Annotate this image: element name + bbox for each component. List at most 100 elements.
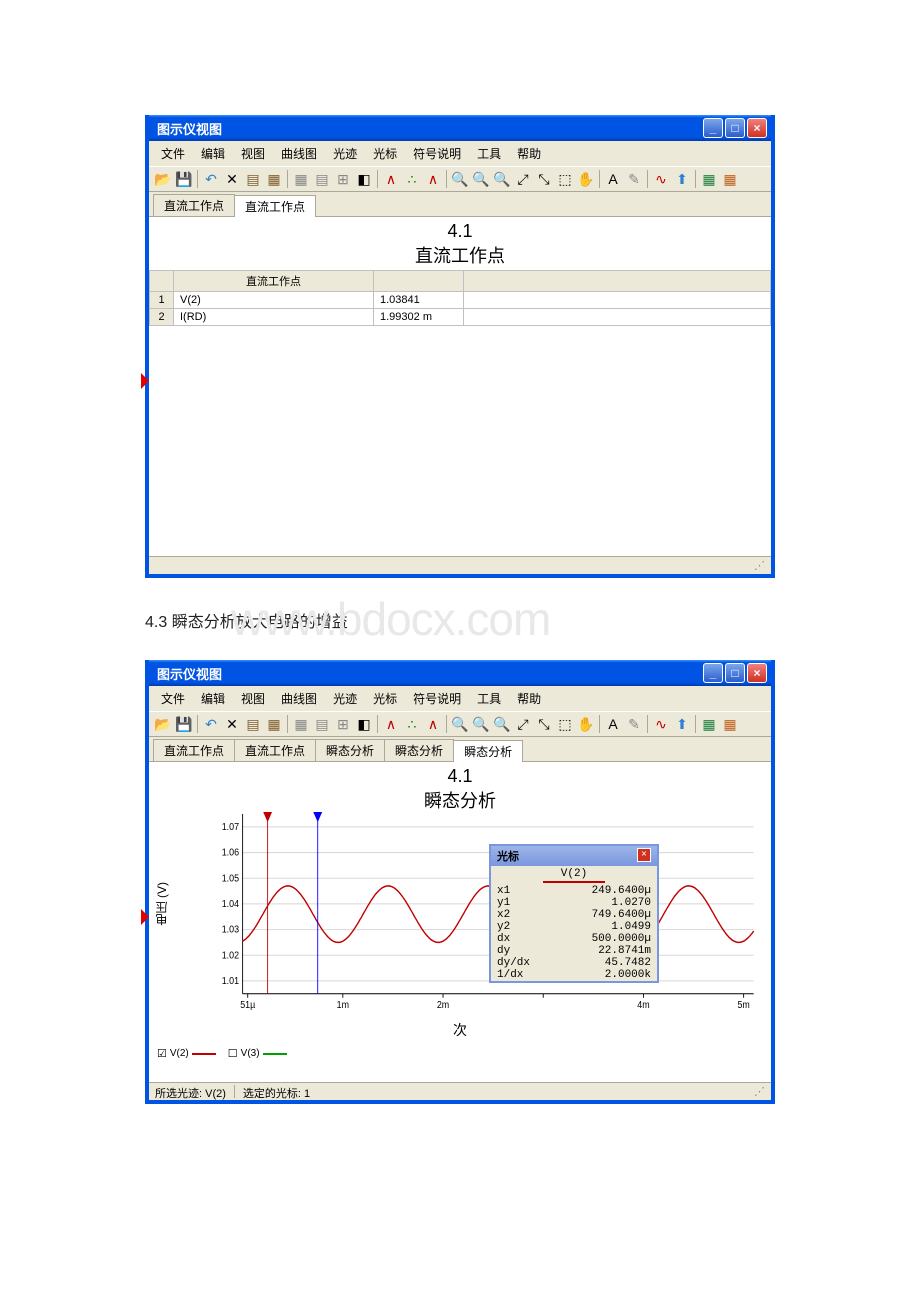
paste-icon[interactable]: ▦ [264, 169, 284, 189]
excel-icon[interactable]: ▦ [699, 714, 719, 734]
side-handle-icon[interactable] [141, 373, 149, 389]
plot-region[interactable]: 1.011.021.031.041.051.061.0751µ1m2m4m5m [207, 808, 759, 1020]
table-row[interactable]: 2I(RD)1.99302 m [150, 309, 771, 326]
menu-编辑[interactable]: 编辑 [193, 143, 233, 164]
minimize-button[interactable]: _ [703, 663, 723, 683]
zoomfit-icon[interactable]: 🔍 [492, 169, 512, 189]
tab-0[interactable]: 直流工作点 [153, 194, 235, 216]
export-icon[interactable]: ⬆ [672, 169, 692, 189]
legend-icon[interactable]: ▤ [312, 169, 332, 189]
measure-icon[interactable]: ∿ [651, 169, 671, 189]
maximize-button[interactable]: □ [725, 663, 745, 683]
cursor3-icon[interactable]: ∧ [423, 169, 443, 189]
close-button[interactable]: × [747, 663, 767, 683]
cursor1-icon[interactable]: ∧ [381, 169, 401, 189]
status-sel-trace-label: 所选光迹: [155, 1088, 202, 1100]
menu-曲线图[interactable]: 曲线图 [273, 688, 325, 709]
spreadsheet-icon[interactable]: ▦ [720, 169, 740, 189]
menu-帮助[interactable]: 帮助 [509, 143, 549, 164]
cursor2-icon[interactable]: ∴ [402, 714, 422, 734]
text-icon[interactable]: A [603, 169, 623, 189]
titlebar[interactable]: 图示仪视图 _ □ × [149, 660, 771, 686]
cursor-panel[interactable]: 光标 × V(2) x1249.6400µy11.0270x2749.6400µ… [489, 844, 659, 983]
menu-光标[interactable]: 光标 [365, 143, 405, 164]
minimize-button[interactable]: _ [703, 118, 723, 138]
zoomin-icon[interactable]: 🔍 [450, 169, 470, 189]
zoomy-icon[interactable]: ⤡ [534, 714, 554, 734]
tab-0[interactable]: 直流工作点 [153, 739, 235, 761]
undo-icon[interactable]: ↶ [201, 169, 221, 189]
text-icon[interactable]: A [603, 714, 623, 734]
close-button[interactable]: × [747, 118, 767, 138]
zoomy-icon[interactable]: ⤡ [534, 169, 554, 189]
pan-icon[interactable]: ✋ [576, 714, 596, 734]
zoomout-icon[interactable]: 🔍 [471, 714, 491, 734]
maximize-button[interactable]: □ [725, 118, 745, 138]
menu-帮助[interactable]: 帮助 [509, 688, 549, 709]
delete-icon[interactable]: ✕ [222, 714, 242, 734]
column-header[interactable]: 直流工作点 [174, 271, 374, 292]
zoomx-icon[interactable]: ⤢ [513, 714, 533, 734]
zoomrect-icon[interactable]: ⬚ [555, 714, 575, 734]
tab-2[interactable]: 瞬态分析 [315, 739, 385, 761]
annotate-icon[interactable]: ✎ [624, 169, 644, 189]
side-handle-icon[interactable] [141, 909, 149, 925]
tab-1[interactable]: 直流工作点 [234, 195, 316, 217]
save-icon[interactable]: 💾 [174, 169, 194, 189]
menu-编辑[interactable]: 编辑 [193, 688, 233, 709]
spreadsheet-icon[interactable]: ▦ [720, 714, 740, 734]
axes-icon[interactable]: ⊞ [333, 169, 353, 189]
axes-icon[interactable]: ⊞ [333, 714, 353, 734]
menubar: 文件编辑视图曲线图光迹光标符号说明工具帮助 [149, 141, 771, 166]
menu-工具[interactable]: 工具 [469, 688, 509, 709]
tab-4[interactable]: 瞬态分析 [453, 740, 523, 762]
legend-item-V(2)[interactable]: ☑V(2) [157, 1047, 216, 1060]
menu-视图[interactable]: 视图 [233, 688, 273, 709]
zoomx-icon[interactable]: ⤢ [513, 169, 533, 189]
tab-1[interactable]: 直流工作点 [234, 739, 316, 761]
menu-视图[interactable]: 视图 [233, 143, 273, 164]
grid-icon[interactable]: ▦ [291, 169, 311, 189]
menu-符号说明[interactable]: 符号说明 [405, 143, 469, 164]
zoomrect-icon[interactable]: ⬚ [555, 169, 575, 189]
annotate-icon[interactable]: ✎ [624, 714, 644, 734]
column-header-value[interactable] [374, 271, 464, 292]
pan-icon[interactable]: ✋ [576, 169, 596, 189]
export-icon[interactable]: ⬆ [672, 714, 692, 734]
copy-icon[interactable]: ▤ [243, 714, 263, 734]
excel-icon[interactable]: ▦ [699, 169, 719, 189]
legend-item-V(3)[interactable]: ☐V(3) [228, 1047, 287, 1060]
table-row[interactable]: 1V(2)1.03841 [150, 292, 771, 309]
tab-3[interactable]: 瞬态分析 [384, 739, 454, 761]
undo-icon[interactable]: ↶ [201, 714, 221, 734]
zoomout-icon[interactable]: 🔍 [471, 169, 491, 189]
measure-icon[interactable]: ∿ [651, 714, 671, 734]
cursor1-icon[interactable]: ∧ [381, 714, 401, 734]
menu-曲线图[interactable]: 曲线图 [273, 143, 325, 164]
menu-文件[interactable]: 文件 [153, 688, 193, 709]
legend-icon[interactable]: ▤ [312, 714, 332, 734]
cursor3-icon[interactable]: ∧ [423, 714, 443, 734]
open-icon[interactable]: 📂 [153, 714, 173, 734]
resize-grip-icon[interactable]: ⋰ [754, 1085, 765, 1098]
titlebar[interactable]: 图示仪视图 _ □ × [149, 115, 771, 141]
paste-icon[interactable]: ▦ [264, 714, 284, 734]
menu-光迹[interactable]: 光迹 [325, 143, 365, 164]
save-icon[interactable]: 💾 [174, 714, 194, 734]
copy-icon[interactable]: ▤ [243, 169, 263, 189]
menu-符号说明[interactable]: 符号说明 [405, 688, 469, 709]
bw-icon[interactable]: ◧ [354, 169, 374, 189]
grid-icon[interactable]: ▦ [291, 714, 311, 734]
menu-光标[interactable]: 光标 [365, 688, 405, 709]
zoomfit-icon[interactable]: 🔍 [492, 714, 512, 734]
zoomin-icon[interactable]: 🔍 [450, 714, 470, 734]
menu-光迹[interactable]: 光迹 [325, 688, 365, 709]
menu-文件[interactable]: 文件 [153, 143, 193, 164]
cursor2-icon[interactable]: ∴ [402, 169, 422, 189]
open-icon[interactable]: 📂 [153, 169, 173, 189]
menu-工具[interactable]: 工具 [469, 143, 509, 164]
resize-grip-icon[interactable]: ⋰ [754, 559, 765, 572]
delete-icon[interactable]: ✕ [222, 169, 242, 189]
bw-icon[interactable]: ◧ [354, 714, 374, 734]
cursor-panel-close-icon[interactable]: × [637, 848, 651, 862]
